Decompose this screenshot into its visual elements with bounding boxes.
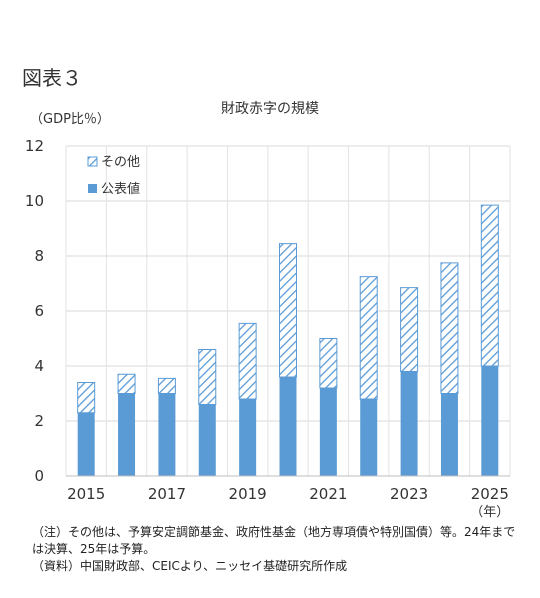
- bar-other-2018: [198, 349, 217, 405]
- source-text: （資料）中国財政部、CEICより、ニッセイ基礎研究所作成: [32, 559, 348, 573]
- x-tick-label: 2015: [67, 485, 105, 503]
- fiscal-deficit-chart: 0 2 4 6 8 10 12 2015 2017 2019 2021 2023 2025 （年） その他…: [25, 137, 511, 520]
- legend-swatch-published: [88, 184, 97, 193]
- bar-published-2018: [198, 404, 216, 476]
- y-tick-label: 0: [34, 467, 44, 485]
- bar-other-2020: [279, 243, 297, 378]
- bar-other-2017: [157, 377, 176, 394]
- grid-lines: [65, 145, 511, 477]
- bar-published-2024: [440, 393, 458, 476]
- bar-published-2015: [77, 412, 95, 476]
- bar-published-2017: [158, 393, 176, 476]
- bar-other-2016: [117, 373, 136, 394]
- x-tick-label: 2019: [229, 485, 267, 503]
- bar-other-2022: [359, 276, 378, 400]
- bar-other-2015: [77, 382, 96, 414]
- x-tick-label: 2025: [471, 485, 509, 503]
- note-text: （注）その他は、予算安定調節基金、政府性基金（地方専項債や特別国債）等。24年ま…: [32, 525, 516, 556]
- bar-published-2019: [239, 399, 257, 476]
- chart-notes: （注）その他は、予算安定調節基金、政府性基金（地方専項債や特別国債）等。24年ま…: [32, 524, 522, 575]
- legend-label-published: 公表値: [101, 181, 140, 197]
- bar-published-2025: [481, 366, 499, 476]
- bar-other-2019: [238, 322, 257, 400]
- bar-published-2021: [319, 388, 337, 476]
- x-tick-label: 2023: [390, 485, 428, 503]
- legend-label-other: その他: [101, 155, 140, 170]
- y-tick-label: 2: [34, 412, 44, 430]
- bar-published-2023: [400, 371, 418, 476]
- y-axis-unit-label: （GDP比％）: [30, 112, 110, 127]
- bar-other-2023: [400, 287, 419, 372]
- chart-title: 財政赤字の規模: [221, 101, 319, 117]
- x-tick-label: 2017: [148, 485, 186, 503]
- x-axis-unit-label: （年）: [470, 505, 509, 520]
- x-tick-label: 2021: [309, 485, 347, 503]
- bar-published-2022: [360, 399, 378, 476]
- bar-published-2016: [118, 393, 136, 476]
- y-tick-label: 10: [25, 192, 44, 210]
- bar-other-2025: [480, 204, 499, 367]
- y-tick-label: 4: [34, 357, 44, 375]
- bar-other-2021: [319, 338, 338, 389]
- y-tick-label: 12: [25, 137, 44, 155]
- bar-other-2024: [440, 262, 459, 394]
- y-tick-label: 6: [34, 302, 44, 320]
- legend-swatch-other: [87, 156, 98, 167]
- y-tick-label: 8: [34, 247, 44, 265]
- figure-label: 図表３: [22, 66, 82, 90]
- axes: 0 2 4 6 8 10 12 2015 2017 2019 2021 2023 2025 （年）: [25, 137, 510, 520]
- bar-published-2020: [279, 377, 297, 476]
- bar-series: [77, 204, 499, 476]
